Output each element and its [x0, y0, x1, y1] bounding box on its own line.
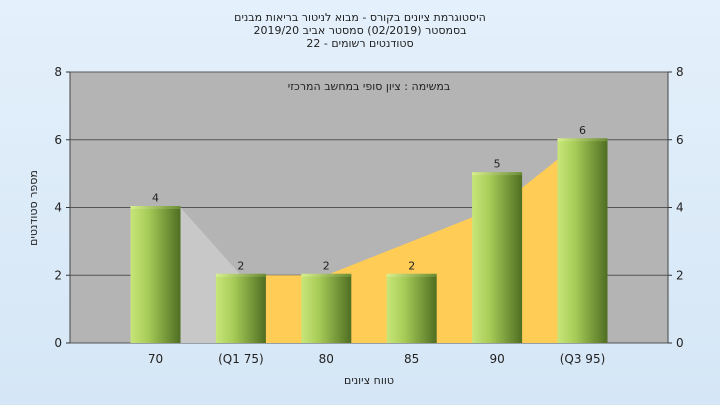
y-tick-label-left: 6: [54, 133, 62, 147]
y-tick-label-left: 8: [54, 65, 62, 79]
y-tick-label-right: 6: [676, 133, 684, 147]
bar-value-label: 2: [408, 259, 415, 272]
y-tick-label-right: 2: [676, 268, 684, 282]
bar: [386, 275, 437, 343]
y-tick-label-right: 8: [676, 65, 684, 79]
bar: [557, 139, 608, 343]
bar-top: [472, 172, 523, 176]
y-tick-label-right: 0: [676, 336, 684, 350]
x-tick-label: (Q3 95): [560, 352, 606, 366]
bar: [215, 275, 266, 343]
bar-top: [557, 138, 608, 142]
bar: [301, 275, 352, 343]
bar-top: [130, 206, 181, 209]
chart-title-line-3: סטודנטים רשומים - 22: [306, 37, 414, 50]
bar-value-label: 4: [152, 192, 159, 205]
x-tick-label: 70: [148, 352, 163, 366]
bars: 4 2 2 2 5 6: [130, 124, 608, 343]
bar-value-label: 5: [494, 158, 501, 171]
bar: [472, 173, 523, 343]
bar-value-label: 6: [579, 124, 586, 137]
x-tick-label: 80: [319, 352, 334, 366]
bar-value-label: 2: [323, 259, 330, 272]
bar-top: [301, 273, 352, 277]
bar-top: [215, 273, 266, 277]
y-tick-label-left: 4: [54, 201, 62, 215]
axes: 0 0 2 2 4 4 6 6 8 8 70 (Q1 75) 80 85 90 (Q3 95): [54, 65, 683, 366]
bar: [130, 207, 181, 343]
y-tick-label-left: 2: [54, 268, 62, 282]
bar-top: [386, 273, 437, 277]
x-tick-label: 85: [404, 352, 419, 366]
x-tick-label: (Q1 75): [218, 352, 264, 366]
chart-title-line-2: בסמסטר (02/2019) סמסטר אביב 2019/20: [253, 24, 467, 37]
bar-value-label: 2: [237, 259, 244, 272]
y-axis-label: מספר סטודנטים: [27, 170, 40, 246]
chart-annotation: במשימה : ציון סופי במחשב המרכזי: [288, 80, 451, 93]
x-axis-label: טווח ציונים: [344, 374, 394, 387]
y-tick-label-left: 0: [54, 336, 62, 350]
y-tick-label-right: 4: [676, 201, 684, 215]
x-tick-label: 90: [489, 352, 504, 366]
chart-title-line-1: היסטוגרמת ציונים בקורס - מבוא לניטור ברי…: [234, 11, 486, 24]
